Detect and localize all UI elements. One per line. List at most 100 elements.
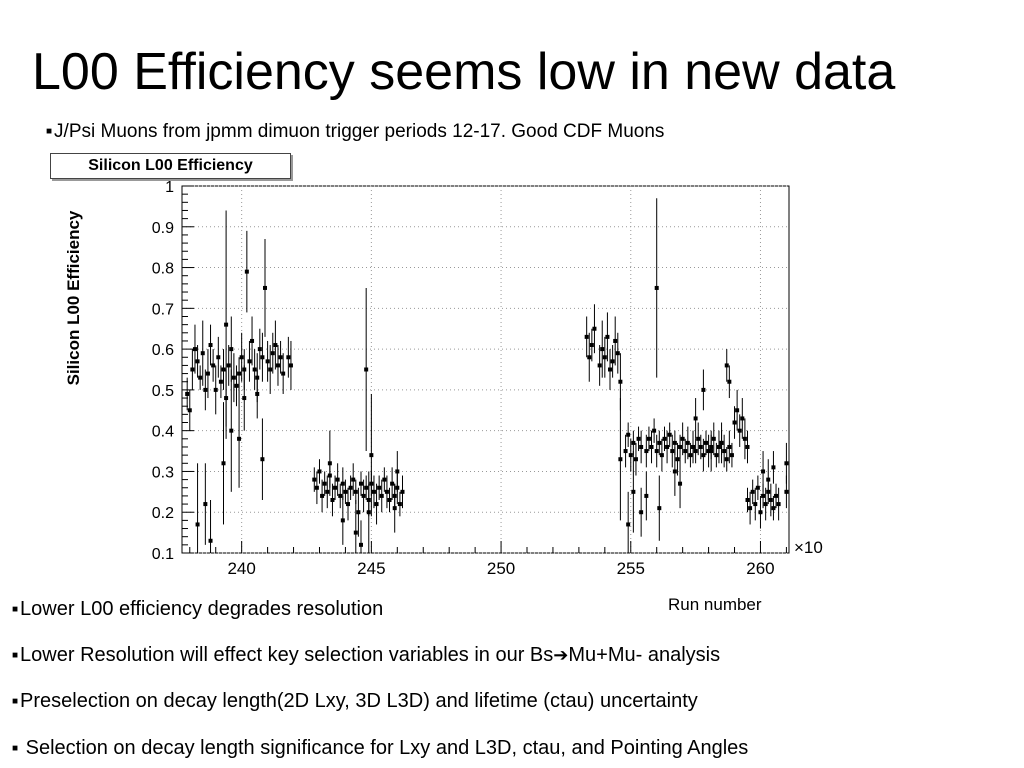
data-point [727, 444, 732, 449]
data-point [346, 502, 351, 507]
x-axis-title: Run number [668, 595, 762, 614]
bullet-marker: ■ [46, 126, 53, 137]
data-point [281, 371, 286, 376]
data-point [784, 489, 789, 494]
data-point [221, 461, 226, 466]
data-point [740, 416, 745, 421]
data-point [711, 436, 716, 441]
data-point [221, 367, 226, 372]
bullet-item: ■ Preselection on decay length(2D Lxy, 3D… [12, 689, 698, 713]
data-point [198, 375, 203, 380]
data-point [286, 355, 291, 360]
bullet-marker: ■ [12, 696, 19, 707]
y-tick-label: 1 [165, 179, 174, 196]
data-point [644, 449, 649, 454]
data-point [395, 469, 400, 474]
data-point [369, 453, 374, 458]
data-point [623, 449, 628, 454]
data-point [784, 461, 789, 466]
data-point [776, 502, 781, 507]
data-point [592, 326, 597, 331]
data-point [338, 493, 343, 498]
data-point [384, 489, 389, 494]
data-point [397, 502, 402, 507]
data-point [659, 453, 664, 458]
data-point [400, 489, 405, 494]
data-point [584, 334, 589, 339]
bullet-text: Lower Resolution will effect key selecti… [20, 644, 554, 666]
data-point [685, 440, 690, 445]
data-point [665, 444, 670, 449]
data-point [190, 367, 195, 372]
data-point [260, 355, 265, 360]
data-point [724, 363, 729, 368]
x-axis-exponent-label: ×10 [794, 538, 823, 557]
data-point [766, 477, 771, 482]
data-point [683, 449, 688, 454]
bullet-text: Lower L00 efficiency degrades resolution [20, 598, 384, 620]
data-point [185, 391, 190, 396]
data-point [771, 506, 776, 511]
data-point [226, 363, 231, 368]
data-point [387, 497, 392, 502]
data-point [761, 493, 766, 498]
data-point [626, 432, 631, 437]
data-point [270, 351, 275, 356]
data-point [688, 453, 693, 458]
data-point [361, 493, 366, 498]
slide-title: L00 Efficiency seems low in new data [32, 43, 896, 101]
data-point [670, 449, 675, 454]
data-point [213, 387, 218, 392]
data-point [742, 436, 747, 441]
data-point [657, 440, 662, 445]
data-point [646, 436, 651, 441]
data-point [364, 367, 369, 372]
data-point [382, 477, 387, 482]
y-tick-label: 0.2 [152, 505, 174, 522]
data-point [587, 355, 592, 360]
data-point [340, 518, 345, 523]
data-point [244, 269, 249, 274]
data-point [654, 285, 659, 290]
data-point [229, 428, 234, 433]
bullet-text: Selection on decay length significance f… [20, 737, 749, 759]
data-point [716, 444, 721, 449]
bullet-text: Preselection on decay length(2D Lxy, 3D … [20, 690, 698, 712]
data-point [693, 449, 698, 454]
y-tick-label: 0.3 [152, 464, 174, 481]
data-point [192, 347, 197, 352]
data-point [662, 436, 667, 441]
data-point [618, 379, 623, 384]
x-tick-label: 255 [617, 559, 645, 578]
data-point [608, 367, 613, 372]
y-tick-label: 0.6 [152, 342, 174, 359]
data-point [610, 359, 615, 364]
data-point [693, 416, 698, 421]
data-point [748, 506, 753, 511]
data-point [234, 383, 239, 388]
y-tick-label: 0.7 [152, 301, 174, 318]
x-tick-label: 250 [487, 559, 515, 578]
data-point [348, 485, 353, 490]
y-tick-label: 0.9 [152, 220, 174, 237]
data-point [268, 367, 273, 372]
data-point [205, 371, 210, 376]
chart-title-box: Silicon L00 Efficiency [50, 153, 291, 179]
data-point [644, 493, 649, 498]
y-tick-label: 0.8 [152, 261, 174, 278]
data-point [714, 453, 719, 458]
data-point [735, 408, 740, 413]
bullet-item: ■ Lower L00 efficiency degrades resolutio… [12, 597, 383, 621]
data-point [358, 542, 363, 547]
y-tick-label: 0.1 [152, 546, 174, 563]
data-point [722, 449, 727, 454]
data-point [654, 449, 659, 454]
data-point [732, 420, 737, 425]
data-point [703, 440, 708, 445]
data-point [330, 497, 335, 502]
data-point [200, 351, 205, 356]
data-point [691, 444, 696, 449]
data-point [667, 432, 672, 437]
data-point [265, 359, 270, 364]
data-point [628, 453, 633, 458]
